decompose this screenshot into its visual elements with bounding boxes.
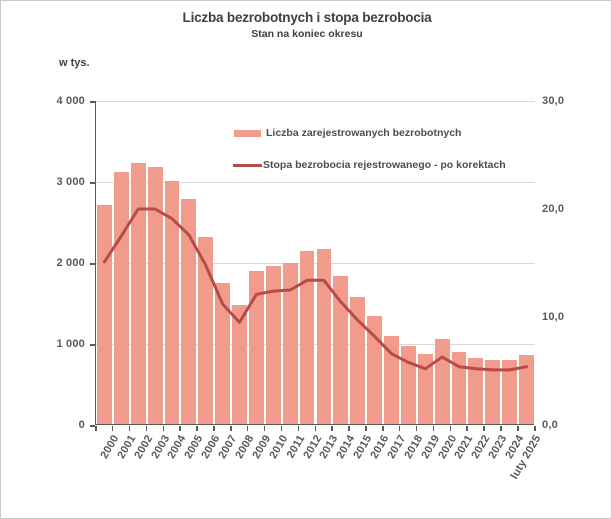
- bar-2019: [417, 353, 433, 424]
- right-axis-tick-20: 20,0: [542, 203, 565, 215]
- bar-2008: [232, 304, 247, 424]
- x-axis-tickmark: [128, 426, 131, 431]
- x-axis-tickmark: [162, 426, 165, 431]
- x-axis-tickmark: [348, 426, 350, 431]
- rate-line: [102, 207, 529, 372]
- bar-2005: [181, 199, 197, 424]
- bar-2000: [97, 205, 112, 424]
- legend-label-line: Stopa bezrobocia rejestrowanego - po kor…: [263, 159, 506, 171]
- x-axis-tickmark: [500, 426, 502, 431]
- x-axis-tickmark: [466, 426, 468, 431]
- bar-2011: [282, 263, 298, 424]
- x-axis-tickmark: [196, 426, 198, 431]
- legend-label-bars: Liczba zarejestrowanych bezrobotnych: [266, 127, 462, 139]
- x-axis-tickmark: [449, 426, 452, 431]
- x-axis-tickmark: [111, 426, 114, 431]
- x-axis-tickmark: [263, 426, 266, 431]
- left-axis-tick-3000: 3 000: [56, 176, 85, 188]
- bar-2006: [198, 236, 214, 424]
- x-axis-tickmark: [145, 426, 148, 431]
- bar-luty 2025: [519, 354, 534, 424]
- x-axis-tickmark: [230, 426, 232, 431]
- bar-2012: [299, 250, 315, 424]
- x-axis-tickmark: [534, 426, 536, 431]
- x-axis-tickmark: [483, 426, 485, 431]
- right-axis-tick-10: 10,0: [542, 311, 565, 323]
- bar-2014: [333, 276, 349, 424]
- bar-2004: [164, 181, 180, 424]
- gridline: [96, 101, 535, 102]
- gridline: [96, 263, 535, 264]
- left-axis-tickmark: [90, 263, 95, 265]
- gridline: [96, 182, 535, 183]
- bar-2007: [215, 282, 231, 424]
- bar-2015: [350, 297, 366, 424]
- right-axis-tick-0: 0,0: [542, 419, 558, 431]
- x-axis-tickmark: [415, 426, 418, 431]
- line-series-swatch: [233, 163, 262, 167]
- x-axis-tickmark: [179, 426, 181, 431]
- bar-2022: [468, 358, 484, 424]
- bar-2009: [248, 270, 264, 424]
- left-axis-tick-1000: 1 000: [56, 338, 85, 350]
- bar-2016: [367, 315, 383, 424]
- x-axis-tickmark: [331, 426, 333, 431]
- chart-title: Liczba bezrobotnych i stopa bezrobocia: [182, 10, 432, 25]
- x-axis-tickmark: [95, 426, 97, 431]
- bar-series-swatch: [234, 129, 261, 137]
- right-axis-tick-30: 30,0: [542, 95, 565, 107]
- bar-2001: [113, 171, 129, 424]
- x-axis-tickmark: [517, 426, 519, 431]
- x-axis-tickmark: [382, 426, 384, 431]
- x-axis-tickmark: [314, 426, 316, 431]
- left-axis-tickmark: [90, 101, 95, 103]
- rate-line-layer: [102, 207, 529, 372]
- x-axis-tickmark: [297, 426, 300, 431]
- legend-item-bars: Liczba zarejestrowanych bezrobotnych: [234, 127, 461, 139]
- bar-2002: [130, 163, 146, 424]
- legend-item-line: Stopa bezrobocia rejestrowanego - po kor…: [233, 159, 506, 171]
- left-axis-tick-0: 0: [78, 419, 85, 431]
- x-axis-tickmark: [246, 426, 249, 431]
- bar-2003: [147, 166, 163, 424]
- left-axis-unit-label: w tys.: [59, 57, 90, 69]
- bar-2023: [485, 360, 501, 424]
- bar-2010: [265, 265, 281, 424]
- gridline: [96, 344, 535, 345]
- x-axis-tickmark: [280, 426, 283, 431]
- chart-subtitle: Stan na koniec okresu: [251, 28, 363, 40]
- bar-2017: [384, 336, 399, 424]
- x-axis-tickmark: [432, 426, 435, 431]
- bar-2024: [502, 360, 518, 424]
- x-axis-tickmark: [365, 426, 367, 431]
- plot-area: [95, 101, 535, 425]
- bar-2021: [451, 351, 467, 424]
- left-axis-tickmark: [90, 425, 95, 427]
- left-axis-tick-2000: 2 000: [56, 257, 85, 269]
- bar-2013: [316, 249, 332, 424]
- left-axis-tick-4000: 4 000: [56, 95, 85, 107]
- x-axis-tickmark: [398, 426, 401, 431]
- x-axis-tickmark: [213, 426, 215, 431]
- left-axis-tickmark: [90, 182, 95, 184]
- left-axis-tickmark: [90, 344, 95, 346]
